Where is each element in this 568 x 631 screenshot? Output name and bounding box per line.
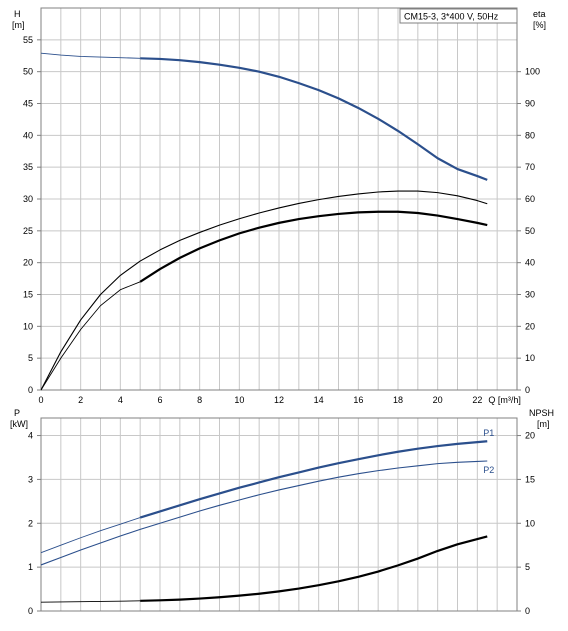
x-tick-label: 6 — [157, 395, 162, 405]
bottom-chart-curves: P1 P2 — [40, 428, 494, 603]
y-left-tick-label: 35 — [23, 162, 33, 172]
y-right-tick-label: 0 — [525, 606, 530, 616]
top-right-axis-title: eta — [533, 9, 546, 19]
curve-eta-thick-extension — [40, 281, 141, 391]
top-chart-grid — [40, 7, 518, 391]
x-tick-label: 10 — [234, 395, 244, 405]
curve-p2 — [40, 460, 488, 566]
curve-npsh — [140, 535, 488, 602]
y-right-tick-label: 0 — [525, 385, 530, 395]
y-left-tick-label: 0 — [28, 606, 33, 616]
bottom-chart-ticks: 0 1 2 3 4 0 5 10 15 20 — [28, 431, 535, 616]
curve-head — [140, 57, 488, 181]
bottom-chart-grid — [40, 417, 518, 612]
y-right-tick-label: 90 — [525, 99, 535, 109]
y-right-tick-label: 20 — [525, 321, 535, 331]
x-tick-label: 8 — [197, 395, 202, 405]
y-left-tick-label: 40 — [23, 130, 33, 140]
y-left-tick-label: 25 — [23, 226, 33, 236]
y-right-tick-label: 60 — [525, 194, 535, 204]
y-left-tick-label: 5 — [28, 353, 33, 363]
y-left-tick-label: 30 — [23, 194, 33, 204]
plot-frame — [40, 417, 518, 612]
y-left-tick-label: 10 — [23, 321, 33, 331]
chart-title: CM15-3, 3*400 V, 50Hz — [404, 12, 499, 22]
chart-title-box — [399, 8, 518, 24]
y-left-tick-label: 15 — [23, 290, 33, 300]
bottom-left-axis-title: P — [14, 408, 20, 418]
y-right-tick-label: 40 — [525, 258, 535, 268]
y-right-tick-label: 50 — [525, 226, 535, 236]
x-tick-label: 12 — [274, 395, 284, 405]
y-right-tick-label: 15 — [525, 474, 535, 484]
curve-p1 — [139, 440, 488, 519]
x-tick-label: 14 — [314, 395, 324, 405]
bottom-right-axis-unit: [m] — [537, 419, 550, 429]
y-left-tick-label: 45 — [23, 99, 33, 109]
y-right-tick-label: 80 — [525, 130, 535, 140]
y-left-tick-label: 4 — [28, 431, 33, 441]
curve-p1-extension — [40, 517, 141, 554]
y-left-tick-label: 1 — [28, 562, 33, 572]
x-tick-label: 0 — [38, 395, 43, 405]
y-left-tick-label: 2 — [28, 518, 33, 528]
series-label-p1: P1 — [483, 428, 494, 438]
top-right-axis-unit: [%] — [533, 20, 546, 30]
x-tick-label: 2 — [78, 395, 83, 405]
y-right-tick-label: 100 — [525, 67, 540, 77]
bottom-left-axis-unit: [kW] — [10, 419, 28, 429]
curve-head-extension — [40, 52, 141, 59]
top-chart-ticks: 0510152025303540455055010203040506070809… — [23, 35, 540, 405]
y-right-tick-label: 10 — [525, 518, 535, 528]
top-left-axis-unit: [m] — [12, 20, 25, 30]
top-left-axis-title: H — [14, 9, 21, 19]
x-tick-label: 4 — [118, 395, 123, 405]
curve-eta-thick — [139, 210, 488, 283]
y-left-tick-label: 0 — [28, 385, 33, 395]
y-right-tick-label: 30 — [525, 290, 535, 300]
y-right-tick-label: 10 — [525, 353, 535, 363]
y-right-tick-label: 20 — [525, 431, 535, 441]
y-right-tick-label: 70 — [525, 162, 535, 172]
x-tick-label: 18 — [393, 395, 403, 405]
x-axis-label: Q [m³/h] — [488, 395, 521, 405]
y-left-tick-label: 50 — [23, 67, 33, 77]
y-left-tick-label: 3 — [28, 474, 33, 484]
x-tick-label: 22 — [472, 395, 482, 405]
series-label-p2: P2 — [483, 465, 494, 475]
x-tick-label: 16 — [353, 395, 363, 405]
y-right-tick-label: 5 — [525, 562, 530, 572]
top-chart-curves — [40, 52, 488, 391]
bottom-right-axis-title: NPSH — [529, 408, 554, 418]
y-left-tick-label: 55 — [23, 35, 33, 45]
y-left-tick-label: 20 — [23, 258, 33, 268]
x-tick-label: 20 — [433, 395, 443, 405]
curve-npsh-extension — [40, 600, 141, 603]
curve-eta-thin — [40, 190, 488, 391]
